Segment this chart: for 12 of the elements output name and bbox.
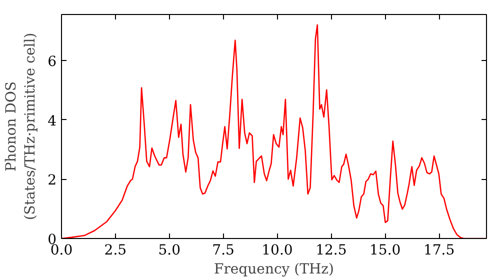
x-tick-label: 17.5 bbox=[423, 242, 455, 258]
y-axis-title: Phonon DOS (States/THz·primitive cell) bbox=[3, 32, 39, 220]
x-tick-label: 15.0 bbox=[370, 242, 401, 258]
x-tick-label: 7.5 bbox=[212, 242, 234, 258]
x-tick-label: 10.0 bbox=[262, 242, 293, 258]
y-tick-label: 4 bbox=[48, 113, 57, 130]
x-tick-label: 2.5 bbox=[104, 242, 127, 258]
x-tick-label: 12.5 bbox=[316, 242, 347, 258]
x-axis-title: Frequency (THz) bbox=[214, 262, 334, 278]
y-tick-label: 2 bbox=[48, 172, 57, 189]
x-tick-label: 5.0 bbox=[158, 242, 180, 258]
y-tick-label: 6 bbox=[48, 54, 57, 70]
